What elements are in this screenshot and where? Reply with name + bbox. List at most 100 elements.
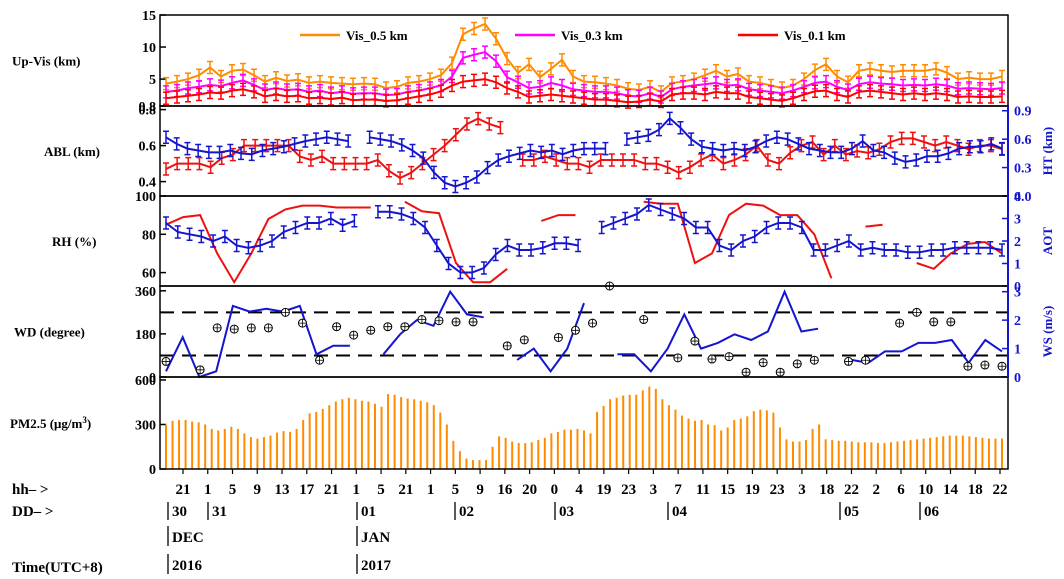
ht-series-errorbar [388,134,395,148]
upvis-series-0-errorbar [933,62,939,76]
aot-series-errorbar [834,238,841,253]
wd-marker-cross [793,359,802,368]
upvis-series-2-errorbar [559,88,565,103]
aot-series-errorbar [492,247,499,262]
abl-series-errorbar [363,156,370,171]
ht-series-errorbar [195,143,202,158]
upvis-series-2-errorbar [581,91,587,106]
hour-label: 1 [353,482,361,498]
upvis-series-2-errorbar [449,78,455,93]
upvis-axis-tick-label: 10 [142,41,156,56]
wd-marker-cross [213,323,222,332]
hour-label: 4 [575,482,583,498]
ht-series-errorbar [913,153,920,167]
aot-series-errorbar [975,241,982,255]
rh-axis-tick-label: 60 [142,267,156,282]
hour-label: 15 [720,482,735,498]
abl-series-errorbar [776,156,783,171]
ht-series-errorbar [420,151,427,165]
abl-series-errorbar [385,164,392,178]
upvis-series-2-errorbar [196,87,202,102]
aot-series-line [165,203,1003,274]
upvis-series-0-errorbar [812,63,818,77]
wd-marker-cross [230,325,239,334]
month-label: JAN [361,530,390,546]
upvis-series-2-errorbar [614,94,620,108]
hour-label: 14 [943,482,959,498]
ht-series-errorbar [988,137,995,151]
abl-series-errorbar [163,162,169,176]
abl-series-errorbar [876,142,883,156]
aot-series-errorbar [692,220,699,235]
hour-label: 3 [798,482,806,498]
hour-label: 1 [427,482,435,498]
ht-series-errorbar [891,151,898,165]
abl-axis-tick-label: 0.6 [139,140,157,155]
aot-series-errorbar [174,225,181,239]
rh-axis-tick-label: 100 [135,190,156,205]
wd-marker-cross [315,356,324,365]
upvis-series-2-errorbar [185,88,191,103]
ht-series-errorbar [645,128,652,143]
aot-series-errorbar [739,234,746,248]
hour-label: 10 [918,482,933,498]
upvis-series-2-errorbar [823,83,829,98]
abl-axis-tick-label: 0.4 [139,176,157,191]
upvis-series-2-errorbar [790,91,796,106]
upvis-series-0-errorbar [911,64,917,78]
aot-series-errorbar [869,241,876,255]
upvis-series-2-errorbar [251,85,257,99]
hour-label: 21 [324,482,339,498]
upvis-series-2-errorbar [801,87,807,102]
aot-series-errorbar [210,234,217,248]
ht-series-errorbar [452,179,459,194]
wd-marker-cross [707,355,716,364]
abl-series-errorbar [497,120,504,135]
upvis-series-2-errorbar [240,82,246,97]
upvis-series-0-errorbar [559,53,565,67]
wd-axis-tick-label: 360 [135,285,156,300]
abl-axis-tick-label: 0.8 [139,104,157,119]
aot-series-errorbar [881,243,888,257]
upvis-series-2-errorbar [526,90,532,104]
upvis-series-2-errorbar [779,94,785,108]
ht-series-errorbar [473,170,480,184]
aot-series-errorbar [575,238,582,253]
upvis-series-2-errorbar [339,90,345,105]
aot-series-errorbar [857,243,864,257]
ht-series-errorbar [248,147,255,162]
upvis-axis-tick-label: 5 [149,73,156,88]
ht-series-errorbar [345,134,352,148]
ht-series-errorbar [666,111,673,126]
aot-series-errorbar [893,243,900,257]
ht-series-errorbar [977,139,984,154]
hour-label: 19 [745,482,760,498]
upvis-series-2-errorbar [229,83,235,98]
wd-marker-cross [298,319,307,328]
hour-label: 9 [254,482,262,498]
upvis-series-2-errorbar [834,87,840,102]
abl-series-errorbar [296,149,303,164]
ht-series-errorbar [173,137,180,151]
upvis-series-0-errorbar [823,57,829,72]
wd-marker-cross [998,362,1006,371]
aot-series-errorbar [445,256,452,271]
abl-axis-label: ABL (km) [44,144,100,159]
abl-series-errorbar [330,156,337,171]
upvis-series-2-errorbar [570,90,576,104]
aot-series-errorbar [951,241,958,255]
wd-marker-cross [383,322,392,331]
ws-axis-tick-label: 0 [1014,371,1021,386]
aot-series-errorbar [716,238,723,253]
upvis-series-2-errorbar [537,88,543,103]
upvis-series-2-errorbar [845,90,851,104]
abl-series-errorbar [642,156,649,171]
rh-axis-label: RH (%) [52,234,96,249]
ht-series-errorbar [505,149,512,163]
hour-label: 2 [872,482,880,498]
upvis-series-0-errorbar [944,65,950,80]
ws-axis-tick-label: 3 [1014,286,1021,301]
upvis-series-2-errorbar [856,85,862,99]
upvis-series-0-errorbar [482,17,488,31]
upvis-series-0-errorbar [449,56,455,70]
